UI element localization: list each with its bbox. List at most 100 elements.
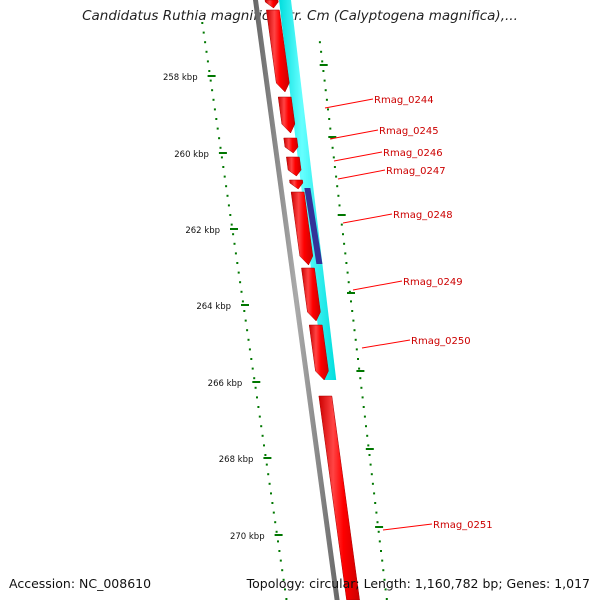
minor-tick [211, 89, 214, 92]
gene-arrow [289, 179, 304, 190]
minor-tick [233, 242, 236, 245]
minor-tick [247, 338, 250, 341]
minor-tick [347, 281, 350, 284]
minor-tick [358, 367, 361, 370]
minor-tick [375, 511, 378, 514]
minor-tick [204, 41, 207, 44]
minor-tick [205, 50, 208, 53]
minor-tick [258, 415, 261, 418]
minor-tick [213, 108, 216, 111]
minor-tick [240, 290, 243, 293]
minor-tick [225, 185, 228, 188]
minor-tick [246, 329, 249, 332]
minor-tick [318, 41, 321, 44]
minor-tick [342, 233, 344, 236]
minor-tick [263, 444, 265, 447]
minor-tick [328, 118, 331, 120]
minor-tick [264, 454, 267, 456]
scale-label: 260 kbp [174, 150, 209, 160]
gene-label: Rmag_0248 [393, 210, 453, 221]
genome-backbone [253, 0, 340, 600]
minor-tick [222, 166, 225, 168]
minor-tick [223, 175, 226, 178]
minor-tick [220, 156, 223, 159]
special-feature [304, 188, 323, 264]
minor-tick [256, 396, 258, 399]
minor-tick [216, 127, 219, 130]
gene-arrow [264, 0, 279, 9]
minor-tick [321, 60, 324, 63]
minor-tick [373, 492, 376, 495]
gene-arrow [286, 156, 302, 177]
minor-tick [363, 415, 366, 418]
minor-tick [380, 550, 382, 552]
leader-line [352, 280, 403, 291]
minor-tick [254, 386, 257, 389]
minor-tick [277, 540, 279, 543]
minor-tick [202, 31, 205, 34]
minor-tick [377, 530, 380, 533]
minor-tick [209, 79, 212, 82]
minor-tick [243, 310, 246, 312]
gene-label: Rmag_0249 [403, 277, 463, 288]
minor-tick [353, 329, 356, 332]
minor-tick [230, 223, 233, 226]
minor-tick [327, 108, 329, 111]
major-tick [328, 136, 337, 138]
major-tick [230, 228, 238, 230]
major-tick [274, 534, 283, 536]
minor-tick [385, 598, 388, 600]
minor-tick [382, 569, 385, 572]
minor-tick [332, 156, 335, 159]
minor-tick [343, 242, 346, 245]
minor-tick [361, 396, 364, 399]
map-title: Candidatus Ruthia magnifica str. Cm (Cal… [82, 8, 518, 24]
leader-line [333, 151, 383, 162]
minor-tick [371, 482, 374, 485]
minor-tick [357, 358, 359, 360]
minor-tick [348, 290, 351, 293]
major-tick [319, 64, 328, 66]
minor-tick [251, 367, 254, 370]
minor-tick [337, 194, 340, 197]
leader-line [324, 98, 374, 109]
minor-tick [226, 194, 229, 197]
gene-label: Rmag_0247 [386, 166, 446, 177]
minor-tick [275, 530, 278, 533]
minor-tick [232, 233, 235, 236]
scale-label: 270 kbp [230, 532, 265, 542]
major-tick [207, 75, 216, 77]
minor-tick [285, 598, 288, 600]
minor-tick [201, 22, 204, 24]
gene-arrow [277, 96, 296, 134]
minor-tick [267, 473, 270, 476]
minor-tick [208, 70, 211, 72]
minor-tick [323, 79, 326, 82]
minor-tick [331, 146, 334, 149]
major-tick [241, 304, 249, 306]
scale-label: 268 kbp [219, 455, 254, 465]
major-tick [375, 526, 384, 528]
minor-tick [322, 70, 325, 72]
gene-arrow [318, 395, 360, 600]
topology-text: Topology: circular; Length: 1,160,782 bp… [246, 576, 590, 591]
minor-tick [369, 463, 372, 466]
minor-tick [344, 252, 347, 255]
minor-tick [350, 300, 352, 303]
minor-tick [250, 358, 253, 360]
minor-tick [365, 425, 367, 428]
minor-tick [215, 118, 218, 120]
minor-tick [272, 511, 275, 514]
minor-tick [367, 444, 370, 447]
minor-tick [374, 502, 377, 504]
minor-tick [268, 482, 271, 485]
minor-tick [257, 406, 260, 408]
major-tick [252, 381, 261, 383]
minor-tick [260, 425, 263, 428]
minor-tick [354, 338, 357, 341]
scale-major-ticks [207, 64, 384, 536]
gene-arrow [283, 137, 299, 154]
minor-tick [346, 271, 349, 274]
minor-tick [248, 348, 251, 351]
